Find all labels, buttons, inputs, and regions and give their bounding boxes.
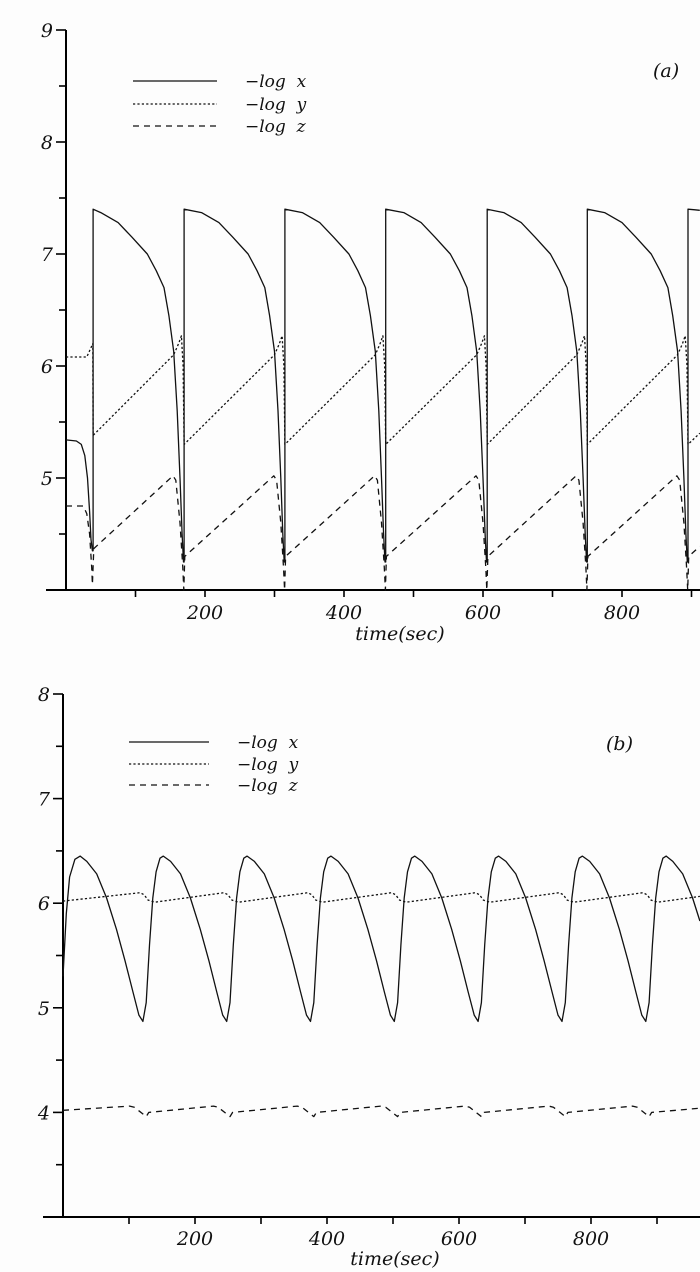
y-tick-label: 8 bbox=[41, 132, 53, 154]
x-tick-label: 600 bbox=[465, 602, 501, 624]
y-tick-label: 5 bbox=[41, 468, 53, 490]
series-line-dotted bbox=[62, 892, 700, 903]
legend-label: −log z bbox=[237, 776, 299, 796]
legend-label: −log x bbox=[245, 72, 307, 92]
series-line-solid bbox=[65, 208, 700, 563]
legend-label: −log y bbox=[245, 95, 307, 115]
x-tick-label: 400 bbox=[325, 602, 362, 624]
legend-label: −log x bbox=[237, 733, 299, 753]
x-tick-label: 600 bbox=[441, 1228, 477, 1250]
y-tick-label: 9 bbox=[41, 20, 53, 42]
x-axis-title: time(sec) bbox=[350, 1248, 439, 1270]
y-tick-label: 6 bbox=[38, 893, 50, 915]
x-axis-title: time(sec) bbox=[355, 623, 444, 645]
x-tick-label: 400 bbox=[308, 1228, 345, 1250]
legend-label: −log y bbox=[237, 755, 299, 775]
y-tick-label: 7 bbox=[38, 789, 51, 811]
series-line-solid bbox=[62, 855, 700, 1023]
panel-label: (a) bbox=[653, 60, 679, 82]
x-tick-label: 800 bbox=[573, 1228, 609, 1250]
panel-label: (b) bbox=[606, 733, 633, 755]
panel-a: 5 6 7 8 9 200 400 600 800 time(sec) (a) −log x −log … bbox=[41, 20, 700, 645]
y-tick-label: 6 bbox=[41, 356, 53, 378]
y-tick-label: 7 bbox=[41, 244, 54, 266]
x-tick-label: 200 bbox=[176, 1228, 213, 1250]
y-tick-label: 5 bbox=[38, 998, 50, 1020]
y-tick-label: 8 bbox=[38, 684, 50, 706]
legend-label: −log z bbox=[245, 117, 307, 137]
series-line-dashed bbox=[62, 1105, 700, 1118]
series-line-dotted bbox=[66, 335, 700, 446]
series-line-dashed bbox=[66, 475, 700, 591]
y-tick-label: 4 bbox=[37, 1102, 50, 1124]
x-tick-label: 200 bbox=[186, 602, 223, 624]
x-tick-label: 800 bbox=[604, 602, 640, 624]
